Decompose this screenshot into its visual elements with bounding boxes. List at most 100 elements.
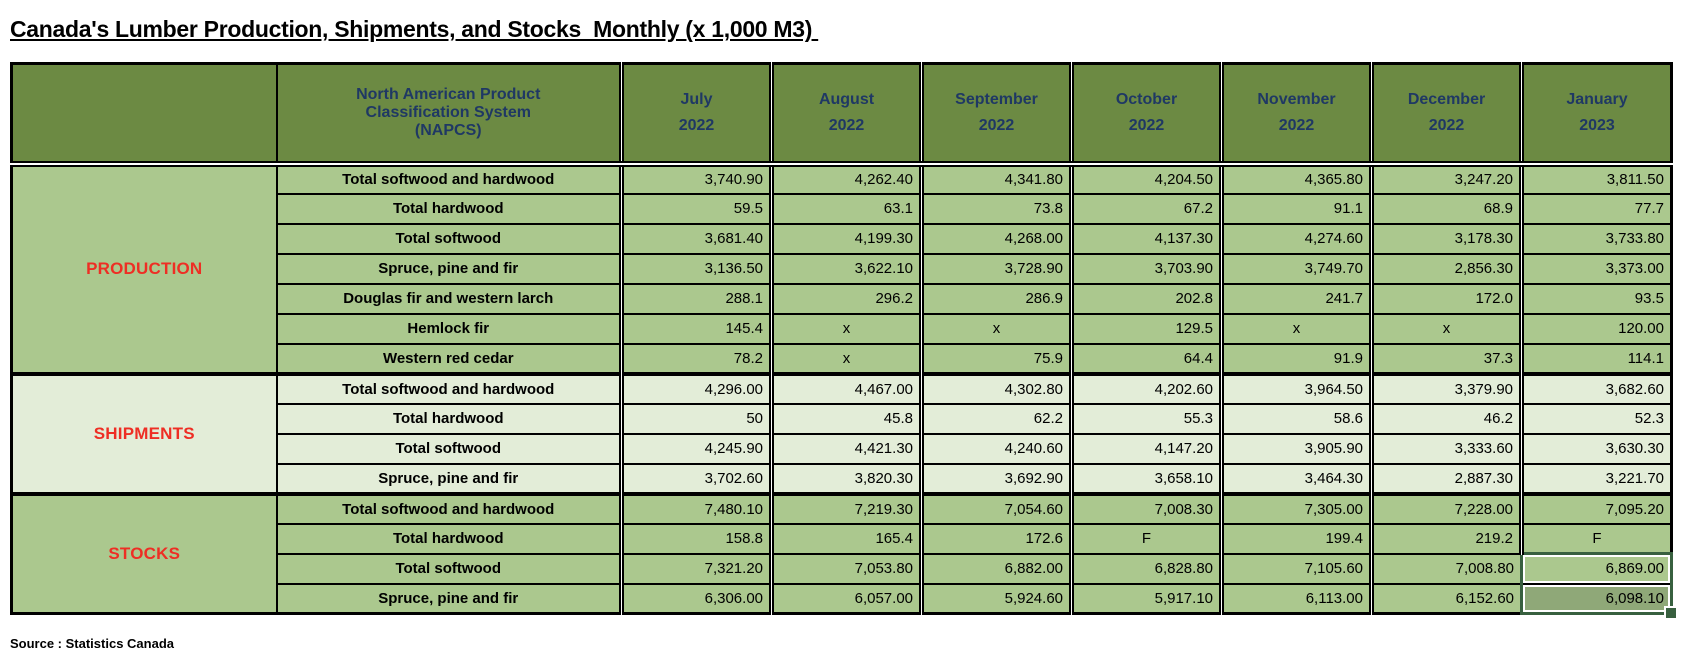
data-cell[interactable]: 7,219.30 bbox=[769, 491, 923, 525]
data-cell[interactable]: 3,728.90 bbox=[919, 252, 1073, 285]
section-label-stocks[interactable]: STOCKS bbox=[10, 491, 278, 615]
data-cell[interactable]: 4,296.00 bbox=[619, 371, 773, 405]
data-cell[interactable]: 2,887.30 bbox=[1369, 462, 1523, 495]
corner-cell[interactable] bbox=[10, 62, 278, 167]
data-cell[interactable]: 4,421.30 bbox=[769, 432, 923, 465]
data-cell[interactable]: x bbox=[769, 312, 923, 345]
data-cell[interactable]: 4,467.00 bbox=[769, 371, 923, 405]
data-cell[interactable]: x bbox=[1369, 312, 1523, 345]
section-label-shipments[interactable]: SHIPMENTS bbox=[10, 371, 278, 495]
data-cell[interactable]: 202.8 bbox=[1069, 282, 1223, 315]
data-cell[interactable]: 3,820.30 bbox=[769, 462, 923, 495]
data-cell[interactable]: 3,733.80 bbox=[1519, 222, 1673, 255]
data-cell[interactable]: 6,828.80 bbox=[1069, 552, 1223, 585]
data-cell[interactable]: 7,321.20 bbox=[619, 552, 773, 585]
data-cell[interactable]: 4,137.30 bbox=[1069, 222, 1223, 255]
selection-fill-handle[interactable] bbox=[1664, 606, 1678, 620]
data-cell[interactable]: 50 bbox=[619, 402, 773, 435]
month-header-5[interactable]: December 2022 bbox=[1369, 62, 1523, 167]
data-cell[interactable]: 158.8 bbox=[619, 522, 773, 555]
row-label[interactable]: Douglas fir and western larch bbox=[275, 282, 623, 315]
row-label[interactable]: Total softwood bbox=[275, 552, 623, 585]
data-cell[interactable]: 75.9 bbox=[919, 342, 1073, 375]
row-label[interactable]: Spruce, pine and fir bbox=[275, 462, 623, 495]
data-cell[interactable]: 145.4 bbox=[619, 312, 773, 345]
data-cell[interactable]: 3,136.50 bbox=[619, 252, 773, 285]
data-cell[interactable]: F bbox=[1069, 522, 1223, 555]
data-cell[interactable]: 3,702.60 bbox=[619, 462, 773, 495]
month-header-4[interactable]: November 2022 bbox=[1219, 62, 1373, 167]
data-cell[interactable]: 3,682.60 bbox=[1519, 371, 1673, 405]
data-cell[interactable]: x bbox=[769, 342, 923, 375]
data-cell[interactable]: 6,869.00 bbox=[1520, 552, 1673, 585]
section-label-production[interactable]: PRODUCTION bbox=[10, 161, 278, 375]
row-label[interactable]: Spruce, pine and fir bbox=[275, 582, 623, 615]
data-cell[interactable]: 68.9 bbox=[1369, 192, 1523, 225]
data-cell[interactable]: 241.7 bbox=[1219, 282, 1373, 315]
data-cell[interactable]: 3,333.60 bbox=[1369, 432, 1523, 465]
data-cell[interactable]: 165.4 bbox=[769, 522, 923, 555]
month-header-2[interactable]: September 2022 bbox=[919, 62, 1073, 167]
data-cell[interactable]: 4,202.60 bbox=[1069, 371, 1223, 405]
data-cell[interactable]: 7,305.00 bbox=[1219, 491, 1373, 525]
data-cell[interactable]: 63.1 bbox=[769, 192, 923, 225]
row-label[interactable]: Western red cedar bbox=[275, 342, 623, 375]
data-cell[interactable]: 58.6 bbox=[1219, 402, 1373, 435]
data-cell[interactable]: 3,379.90 bbox=[1369, 371, 1523, 405]
data-cell[interactable]: 77.7 bbox=[1519, 192, 1673, 225]
data-cell[interactable]: 3,740.90 bbox=[619, 161, 773, 195]
data-cell[interactable]: 4,147.20 bbox=[1069, 432, 1223, 465]
data-cell[interactable]: 93.5 bbox=[1519, 282, 1673, 315]
data-cell[interactable]: 55.3 bbox=[1069, 402, 1223, 435]
data-cell[interactable]: 288.1 bbox=[619, 282, 773, 315]
month-header-0[interactable]: July 2022 bbox=[619, 62, 773, 167]
data-cell[interactable]: 6,057.00 bbox=[769, 582, 923, 615]
data-cell[interactable]: 120.00 bbox=[1519, 312, 1673, 345]
data-cell[interactable]: 4,240.60 bbox=[919, 432, 1073, 465]
data-cell[interactable]: 4,268.00 bbox=[919, 222, 1073, 255]
row-label[interactable]: Total softwood bbox=[275, 222, 623, 255]
data-cell[interactable]: 6,098.10 bbox=[1520, 582, 1678, 620]
data-cell[interactable]: 199.4 bbox=[1219, 522, 1373, 555]
data-cell[interactable]: x bbox=[919, 312, 1073, 345]
data-cell[interactable]: 3,681.40 bbox=[619, 222, 773, 255]
data-cell[interactable]: 4,302.80 bbox=[919, 371, 1073, 405]
data-cell[interactable]: 91.9 bbox=[1219, 342, 1373, 375]
data-cell[interactable]: 219.2 bbox=[1369, 522, 1523, 555]
row-label[interactable]: Total hardwood bbox=[275, 402, 623, 435]
data-cell[interactable]: 3,749.70 bbox=[1219, 252, 1373, 285]
data-cell[interactable]: 6,306.00 bbox=[619, 582, 773, 615]
napcs-header-cell[interactable]: North American Product Classification Sy… bbox=[275, 62, 623, 167]
data-cell[interactable]: 3,905.90 bbox=[1219, 432, 1373, 465]
data-cell[interactable]: 64.4 bbox=[1069, 342, 1223, 375]
data-cell[interactable]: 3,622.10 bbox=[769, 252, 923, 285]
data-cell[interactable]: 3,692.90 bbox=[919, 462, 1073, 495]
data-cell[interactable]: 62.2 bbox=[919, 402, 1073, 435]
data-cell[interactable]: 7,008.80 bbox=[1369, 552, 1523, 585]
data-cell[interactable]: 4,199.30 bbox=[769, 222, 923, 255]
data-cell[interactable]: 59.5 bbox=[619, 192, 773, 225]
data-cell[interactable]: 7,105.60 bbox=[1219, 552, 1373, 585]
data-cell[interactable]: 7,054.60 bbox=[919, 491, 1073, 525]
data-cell[interactable]: 37.3 bbox=[1369, 342, 1523, 375]
data-cell[interactable]: 2,856.30 bbox=[1369, 252, 1523, 285]
data-cell[interactable]: 3,630.30 bbox=[1519, 432, 1673, 465]
data-cell[interactable]: 4,262.40 bbox=[769, 161, 923, 195]
month-header-3[interactable]: October 2022 bbox=[1069, 62, 1223, 167]
data-cell[interactable]: 172.6 bbox=[919, 522, 1073, 555]
data-cell[interactable]: 3,811.50 bbox=[1519, 161, 1673, 195]
data-cell[interactable]: 6,113.00 bbox=[1219, 582, 1373, 615]
data-cell[interactable]: x bbox=[1219, 312, 1373, 345]
data-cell[interactable]: 172.0 bbox=[1369, 282, 1523, 315]
data-cell[interactable]: 3,703.90 bbox=[1069, 252, 1223, 285]
data-cell[interactable]: 67.2 bbox=[1069, 192, 1223, 225]
data-cell[interactable]: 78.2 bbox=[619, 342, 773, 375]
data-cell[interactable]: 286.9 bbox=[919, 282, 1073, 315]
data-cell[interactable]: 6,882.00 bbox=[919, 552, 1073, 585]
row-label[interactable]: Total hardwood bbox=[275, 192, 623, 225]
data-cell[interactable]: 5,924.60 bbox=[919, 582, 1073, 615]
data-cell[interactable]: 4,204.50 bbox=[1069, 161, 1223, 195]
data-cell[interactable]: 73.8 bbox=[919, 192, 1073, 225]
data-cell[interactable]: 114.1 bbox=[1519, 342, 1673, 375]
data-cell[interactable]: 7,095.20 bbox=[1519, 491, 1673, 525]
